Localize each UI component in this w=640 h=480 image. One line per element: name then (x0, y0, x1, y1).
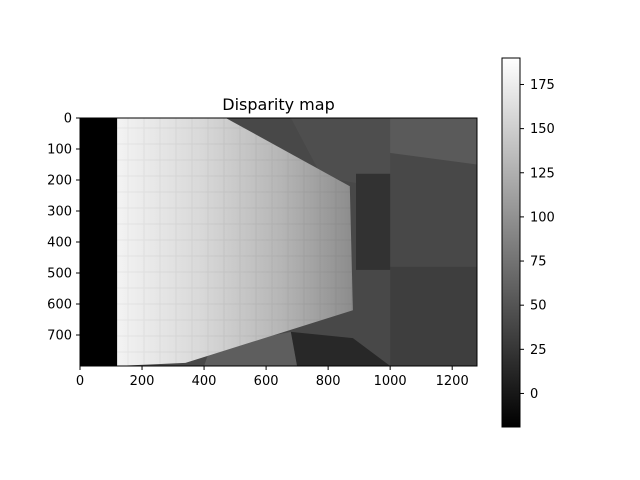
region-bottom-object (204, 331, 298, 366)
colorbar-frame (501, 57, 521, 428)
y-tick-label: 200 (47, 174, 72, 189)
region-bottom-dark-slab (290, 331, 391, 366)
colorbar-tick-label: 150 (530, 122, 555, 137)
x-tick-label: 800 (316, 374, 341, 389)
x-tick-label: 600 (254, 374, 279, 389)
colorbar-gradient (502, 58, 520, 427)
region-invalid-left-band (80, 118, 118, 366)
plot-area (80, 118, 477, 366)
colorbar-tick-label: 125 (530, 166, 555, 181)
colorbar-tick-label: 0 (530, 387, 538, 402)
region-background-floor-right (390, 266, 477, 366)
colorbar-tick-label: 175 (530, 78, 555, 93)
y-tick-label: 100 (47, 143, 72, 158)
y-axis: 0 100 200 300 400 500 600 700 (47, 112, 80, 344)
colorbar-tick-label: 50 (530, 299, 547, 314)
region-box-upper (384, 118, 477, 165)
x-tick-label: 200 (130, 374, 155, 389)
y-tick-label: 500 (47, 267, 72, 282)
colorbar-ticks: 0 25 50 75 100 125 150 175 (520, 78, 555, 402)
colorbar: 0 25 50 75 100 125 150 175 (501, 57, 555, 428)
x-tick-label: 1000 (374, 374, 407, 389)
region-dark-column (356, 173, 391, 270)
y-tick-label: 600 (47, 298, 72, 313)
chart-title: Disparity map (222, 95, 334, 114)
x-tick-label: 400 (192, 374, 217, 389)
near-plane-texture (117, 118, 353, 366)
colorbar-tick-label: 100 (530, 210, 555, 225)
y-tick-label: 300 (47, 205, 72, 220)
colorbar-tick-label: 25 (530, 343, 547, 358)
region-shelf-structure (290, 118, 391, 190)
disparity-image (80, 118, 477, 366)
y-tick-label: 400 (47, 236, 72, 251)
x-tick-label: 1200 (436, 374, 469, 389)
y-tick-label: 0 (64, 112, 72, 127)
colorbar-tick-label: 75 (530, 255, 547, 270)
x-tick-label: 0 (76, 374, 84, 389)
y-tick-label: 700 (47, 329, 72, 344)
x-axis: 0 200 400 600 800 1000 1200 (76, 366, 469, 389)
